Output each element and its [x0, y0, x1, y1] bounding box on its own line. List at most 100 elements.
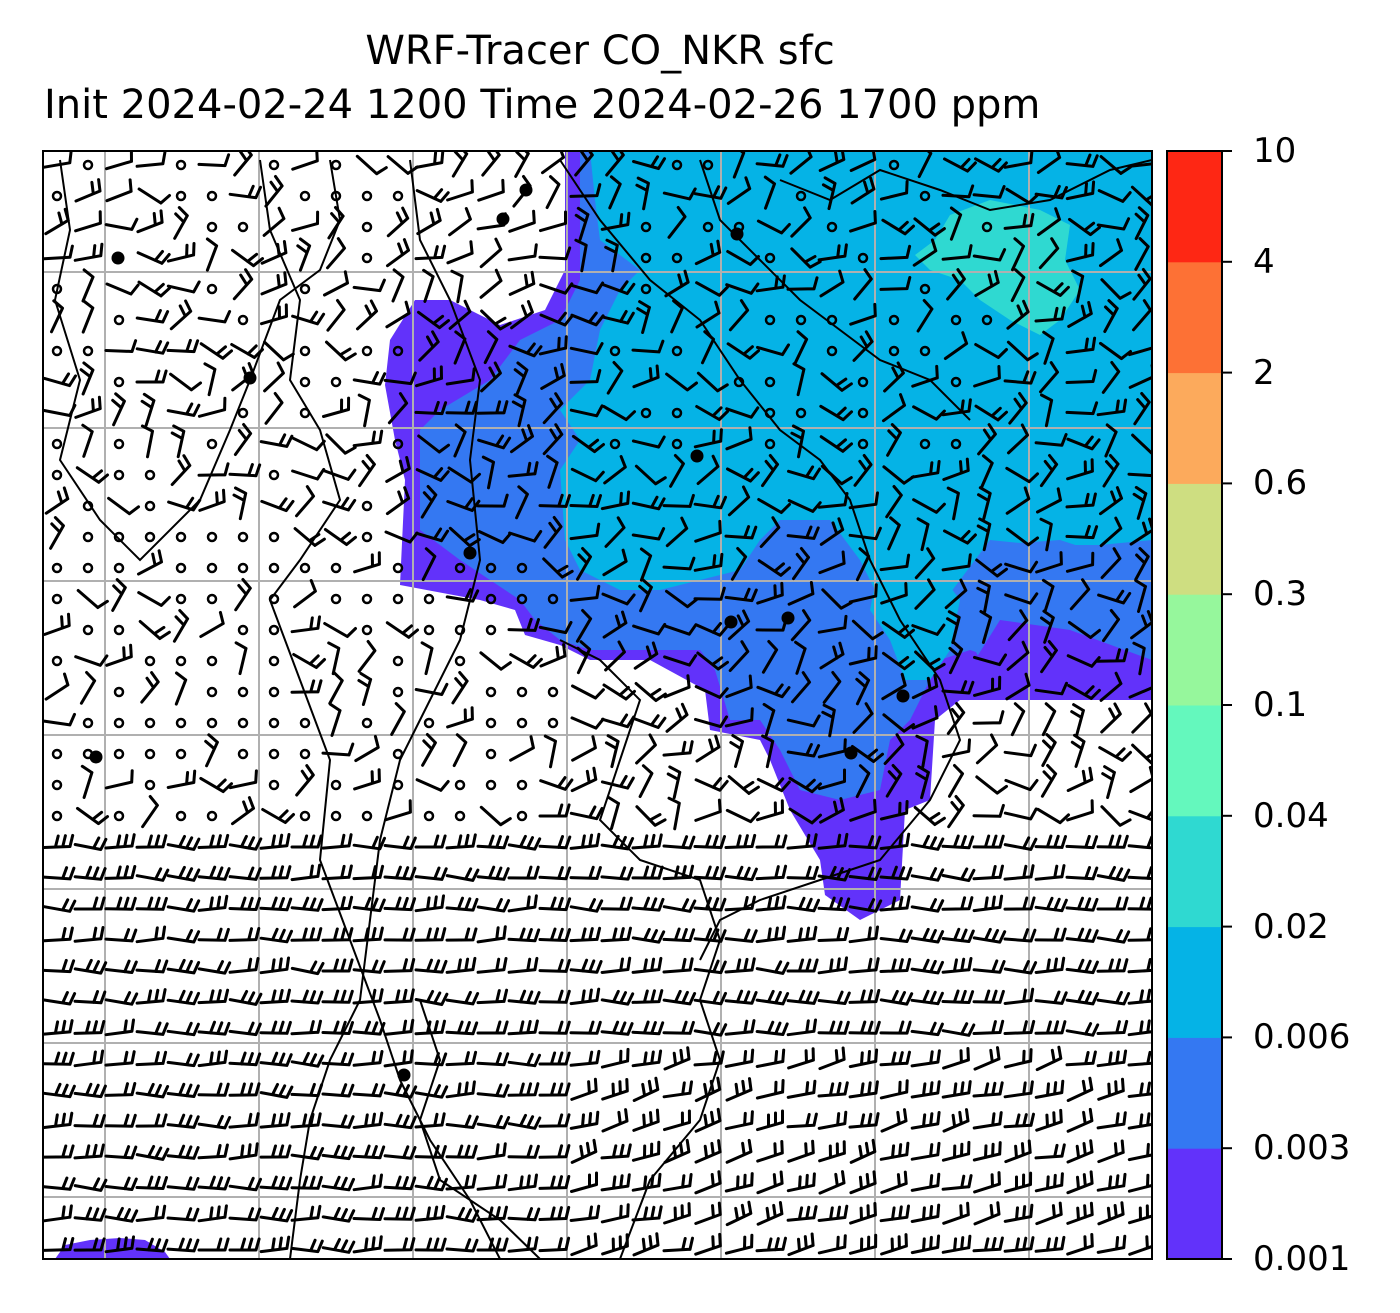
colorbar-tick-label: 0.001 — [1253, 1239, 1351, 1279]
wind-barb — [910, 1021, 944, 1037]
wind-barb — [761, 454, 779, 488]
wind-barb — [383, 1237, 416, 1252]
wind-barb — [1127, 1050, 1152, 1067]
wind-barb — [259, 1144, 292, 1159]
wind-barb — [600, 1203, 630, 1224]
calm-wind-circle — [423, 810, 435, 822]
wind-barb — [263, 340, 295, 362]
wind-barb — [446, 706, 474, 729]
wind-barb — [1065, 551, 1095, 573]
wind-barb — [761, 640, 779, 674]
wind-barb — [260, 497, 295, 513]
wind-barb — [1127, 1081, 1152, 1098]
calm-wind-circle — [330, 159, 342, 171]
wind-barb — [1096, 648, 1129, 663]
wind-barb — [1134, 547, 1150, 581]
wind-barb — [786, 958, 819, 973]
wind-barb — [972, 803, 1005, 818]
wind-barb — [881, 218, 915, 236]
wind-barb — [538, 866, 572, 881]
calm-wind-circle — [144, 469, 156, 481]
wind-barb — [569, 987, 601, 1006]
wind-barb — [507, 1113, 542, 1130]
wind-barb — [416, 207, 442, 236]
wind-barb — [290, 834, 323, 849]
wind-barb — [452, 733, 468, 768]
wind-barb — [1067, 301, 1093, 328]
wind-barb — [879, 1141, 910, 1161]
wind-barb — [135, 309, 170, 324]
wind-barb — [755, 1048, 786, 1068]
calm-wind-circle — [485, 562, 497, 574]
city-marker — [519, 183, 533, 197]
calm-wind-circle — [547, 717, 559, 729]
wind-barb — [972, 1081, 1004, 1098]
wind-barb — [883, 361, 905, 393]
calm-wind-circle — [82, 531, 94, 543]
wind-barb — [104, 959, 138, 974]
wind-barb — [787, 1047, 815, 1070]
wind-barb — [879, 276, 912, 291]
wind-barb — [43, 898, 77, 913]
wind-barb — [1127, 866, 1152, 881]
wind-barb — [570, 1232, 598, 1257]
wind-barb — [880, 1233, 908, 1256]
wind-barb — [848, 925, 879, 944]
wind-barb — [476, 1142, 507, 1161]
wind-barb — [135, 1113, 168, 1128]
wind-barb — [1037, 207, 1061, 237]
wind-barb — [383, 371, 417, 386]
wind-barb — [755, 925, 787, 944]
calm-wind-circle — [268, 159, 280, 171]
wind-barb — [414, 151, 445, 169]
wind-barb — [476, 400, 509, 415]
wind-barb — [43, 1204, 73, 1223]
wind-barb — [792, 362, 806, 397]
wind-barb — [724, 1019, 756, 1036]
wind-barb — [445, 833, 477, 850]
calm-wind-circle — [454, 624, 466, 636]
wind-barb — [414, 1084, 449, 1099]
calm-wind-circle — [361, 221, 373, 233]
wind-barb — [569, 1049, 601, 1067]
wind-barb — [724, 895, 756, 912]
wind-barb — [415, 188, 450, 203]
wind-barb — [755, 895, 787, 912]
wind-barb — [43, 1019, 74, 1036]
wind-barb — [787, 499, 822, 513]
calm-wind-circle — [237, 717, 249, 729]
calm-wind-circle — [113, 314, 125, 326]
wind-barb — [755, 1020, 789, 1036]
wind-barb — [911, 673, 939, 700]
wind-barb — [693, 959, 727, 975]
wind-barb — [445, 1206, 480, 1223]
wind-barb — [414, 400, 448, 416]
calm-wind-circle — [51, 779, 63, 791]
wind-barb — [353, 551, 381, 574]
wind-barb — [514, 151, 530, 178]
wind-barb — [1134, 579, 1147, 613]
wind-barb — [111, 578, 127, 612]
wind-barb — [1133, 392, 1151, 426]
wind-barb — [604, 734, 620, 769]
wind-barb — [941, 989, 975, 1004]
wind-barb — [972, 710, 1005, 725]
wind-barb — [1096, 866, 1131, 882]
wind-barb — [166, 1176, 200, 1191]
wind-barb — [79, 671, 97, 705]
wind-barb — [631, 989, 664, 1004]
wind-barb — [601, 1233, 629, 1256]
wind-barb — [135, 867, 170, 882]
calm-wind-circle — [175, 531, 187, 543]
wind-barb — [104, 865, 137, 880]
colorbar-segment — [1167, 1037, 1222, 1149]
wind-barb — [946, 610, 961, 645]
wind-barb — [701, 330, 715, 365]
calm-wind-circle — [268, 624, 280, 636]
wind-barb — [912, 238, 938, 267]
wind-barb — [631, 495, 666, 511]
wind-barb — [259, 1175, 293, 1191]
wind-barb — [848, 526, 882, 541]
wind-barb — [197, 1175, 231, 1191]
wind-barb — [569, 369, 602, 384]
